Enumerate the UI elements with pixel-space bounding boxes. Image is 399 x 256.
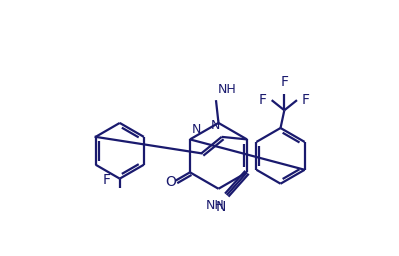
Text: F: F <box>302 93 310 107</box>
Text: NH: NH <box>218 83 237 96</box>
Text: N: N <box>211 119 220 132</box>
Text: F: F <box>259 93 267 107</box>
Text: N: N <box>192 123 201 136</box>
Text: F: F <box>280 75 288 89</box>
Text: F: F <box>103 173 111 187</box>
Text: NH: NH <box>206 199 225 212</box>
Text: O: O <box>166 175 176 189</box>
Text: N: N <box>216 200 226 214</box>
